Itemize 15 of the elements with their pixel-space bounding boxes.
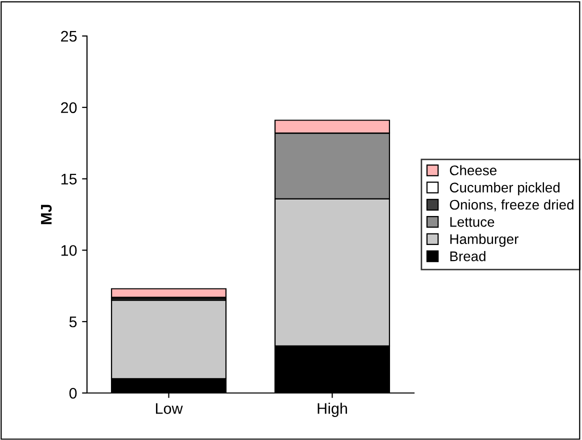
y-tick-label: 20 [61, 102, 77, 114]
x-tick-label: High [318, 402, 347, 417]
y-axis-title: MJ [41, 204, 52, 224]
legend-label: Lettuce [450, 217, 494, 227]
y-tick-label: 25 [61, 30, 77, 42]
x-tick-label: Low [156, 403, 183, 414]
y-tick-label: 15 [61, 174, 77, 184]
y-tick-label: 10 [61, 245, 77, 256]
legend-label: Cheese [450, 165, 496, 176]
legend-label: Bread [450, 251, 486, 262]
legend-label: Hamburger [450, 234, 518, 247]
legend-label: Onions, freeze dried [450, 199, 574, 212]
y-tick-label: 5 [69, 316, 77, 328]
legend-label: Cucumber pickled [450, 182, 560, 196]
y-tick-label: 0 [69, 388, 77, 399]
